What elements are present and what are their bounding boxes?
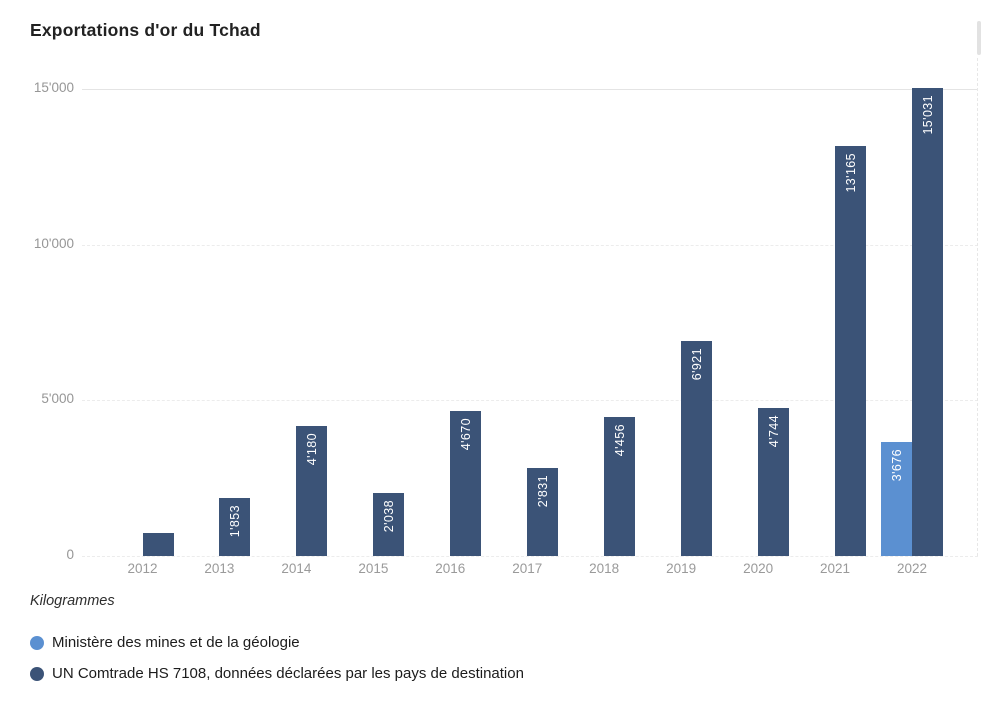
y-axis-label: 15'000 bbox=[33, 80, 74, 95]
x-axis-label: 2018 bbox=[589, 561, 620, 576]
legend-item-label: Ministère des mines et de la géologie bbox=[52, 634, 300, 651]
x-axis-label: 2017 bbox=[512, 561, 543, 576]
chart-title: Exportations d'or du Tchad bbox=[30, 20, 261, 40]
x-axis-label: 2022 bbox=[896, 561, 928, 576]
y-axis-label: 5'000 bbox=[41, 391, 74, 407]
bar-value-text: 2'831 bbox=[535, 474, 550, 508]
legend-color-dot-icon bbox=[30, 666, 44, 681]
bar-value-text: 4'180 bbox=[304, 432, 319, 466]
legend-color-dot-icon bbox=[30, 635, 44, 650]
bar-value-label: 2'831 bbox=[527, 475, 558, 507]
bar-2019-series1 bbox=[681, 340, 713, 556]
bar-2017-series1 bbox=[527, 467, 559, 556]
bar-2014-series1 bbox=[296, 425, 328, 556]
bar-2012-series1 bbox=[142, 532, 174, 556]
bar-value-text: 13'165 bbox=[843, 153, 858, 193]
bar-2022-series1 bbox=[912, 88, 943, 556]
x-axis-label: 2014 bbox=[281, 561, 312, 576]
legend-item-0: Ministère des mines et de la géologie bbox=[30, 634, 524, 651]
x-axis-label: 2013 bbox=[204, 561, 235, 576]
bar-value-label: 3'676 bbox=[881, 449, 912, 481]
bar-value-label: 4'180 bbox=[296, 433, 327, 465]
bar-value-label: 2'038 bbox=[373, 500, 404, 532]
bar-2022-series0 bbox=[881, 441, 912, 556]
unit-note: Kilogrammes bbox=[30, 593, 115, 609]
bar-value-label: 4'456 bbox=[604, 424, 635, 456]
x-axis-label: 2016 bbox=[435, 561, 466, 576]
legend: Ministère des mines et de la géologie UN … bbox=[30, 634, 524, 696]
legend-item-label: UN Comtrade HS 7108, données déclarées p… bbox=[52, 665, 524, 682]
y-axis-label: 10'000 bbox=[33, 235, 74, 251]
plot-right-border bbox=[977, 58, 978, 556]
bar-value-text: 6'921 bbox=[689, 347, 704, 380]
bar-2016-series1 bbox=[450, 410, 482, 556]
bar-2018-series1 bbox=[604, 417, 636, 556]
x-axis-label: 2012 bbox=[127, 561, 158, 576]
bar-value-text: 3'676 bbox=[889, 448, 904, 481]
bar-value-label: 4'744 bbox=[758, 415, 789, 447]
gridline bbox=[82, 89, 978, 90]
x-axis-label: 2021 bbox=[820, 561, 851, 576]
bar-value-label: 13'165 bbox=[835, 153, 866, 193]
bar-value-label: 6'921 bbox=[681, 348, 712, 380]
bar-value-text: 4'456 bbox=[612, 424, 627, 457]
bar-value-label: 15'031 bbox=[912, 95, 943, 135]
y-axis-label: 0 bbox=[66, 547, 74, 562]
bar-value-label: 1'853 bbox=[219, 505, 250, 537]
gridline bbox=[82, 400, 978, 402]
bar-value-text: 4'670 bbox=[458, 417, 473, 450]
bar-2013-series1 bbox=[219, 498, 251, 556]
bar-value-label: 4'670 bbox=[450, 418, 481, 450]
bar-value-text: 15'031 bbox=[920, 95, 935, 135]
gridline bbox=[82, 244, 978, 246]
bar-value-text: 4'744 bbox=[766, 415, 781, 448]
bar-value-text: 1'853 bbox=[227, 505, 242, 538]
scrollbar-thumb[interactable] bbox=[977, 21, 981, 55]
x-axis-label: 2020 bbox=[743, 561, 774, 576]
legend-item-1: UN Comtrade HS 7108, données déclarées p… bbox=[30, 665, 524, 682]
bar-value-text: 2'038 bbox=[381, 499, 396, 532]
gridline bbox=[82, 556, 978, 557]
x-axis-label: 2019 bbox=[666, 561, 697, 576]
bar-2021-series1 bbox=[835, 146, 867, 556]
bar-2015-series1 bbox=[373, 492, 405, 556]
x-axis-label: 2015 bbox=[358, 561, 389, 576]
bar-2020-series1 bbox=[758, 408, 790, 556]
